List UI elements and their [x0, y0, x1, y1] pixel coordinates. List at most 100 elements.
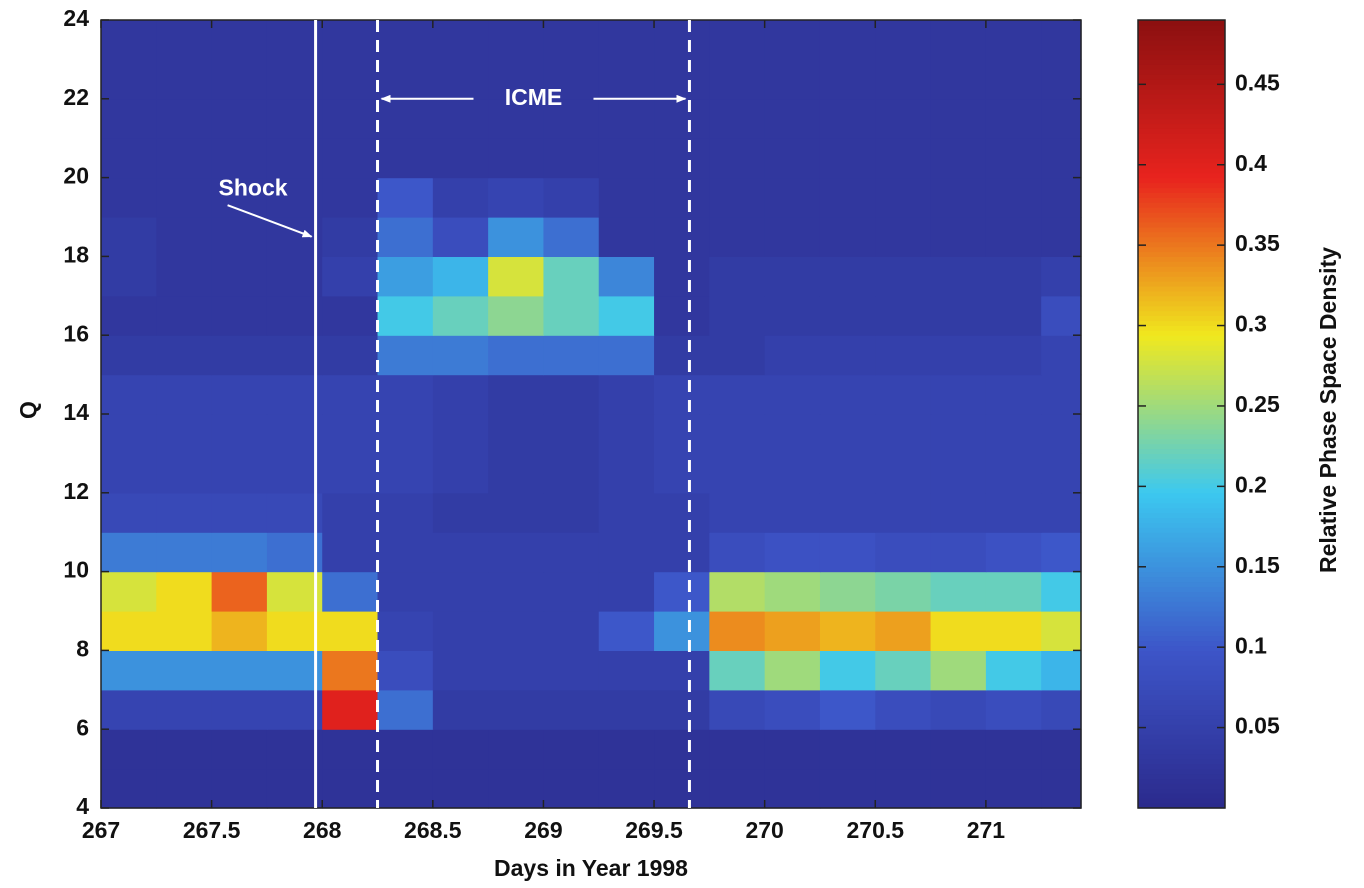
heatmap-cell: [709, 571, 766, 612]
heatmap-cell: [101, 138, 157, 179]
heatmap-cell: [709, 59, 766, 100]
heatmap-cell: [432, 177, 489, 218]
heatmap-cell: [156, 571, 213, 612]
colorbar-tick-label: 0.1: [1235, 632, 1267, 658]
heatmap-cell: [322, 256, 379, 297]
heatmap-cell: [819, 532, 876, 573]
colorbar-strip: [1138, 556, 1225, 563]
heatmap-cell: [654, 650, 710, 691]
heatmap-cell: [377, 571, 434, 612]
colorbar-tick-label: 0.3: [1235, 311, 1267, 337]
heatmap-cell: [875, 98, 932, 139]
heatmap-cell: [1041, 295, 1082, 336]
colorbar-strip: [1138, 251, 1225, 257]
heatmap-cell: [985, 59, 1042, 100]
heatmap-cell: [432, 374, 489, 415]
heatmap-cell: [1041, 729, 1082, 770]
heatmap-cell: [156, 374, 213, 415]
colorbar-strip: [1138, 93, 1225, 100]
heatmap-cell: [322, 729, 379, 770]
heatmap-cell: [819, 650, 876, 691]
colorbar-strip: [1138, 20, 1225, 26]
heatmap-cell: [598, 532, 655, 573]
heatmap-cell: [156, 729, 213, 770]
heatmap-cell: [101, 414, 157, 454]
colorbar-strip: [1138, 143, 1225, 149]
heatmap-cell: [156, 414, 213, 454]
colorbar-strip: [1138, 409, 1225, 415]
heatmap-cell: [377, 689, 434, 730]
colorbar-strip: [1138, 611, 1225, 617]
heatmap-cell: [930, 20, 987, 60]
heatmap-cell: [101, 374, 157, 415]
colorbar-strip: [1138, 620, 1225, 627]
heatmap-cell: [377, 492, 434, 533]
colorbar-strip: [1138, 458, 1225, 464]
colorbar-strip: [1138, 29, 1225, 36]
heatmap-cell: [322, 20, 379, 60]
heatmap-cell: [1041, 768, 1082, 809]
heatmap-cell: [598, 256, 655, 297]
colorbar-strip: [1138, 98, 1225, 105]
heatmap-cell: [266, 453, 323, 494]
heatmap-cell: [654, 98, 710, 139]
heatmap-cell: [598, 374, 655, 415]
heatmap-cell: [1041, 138, 1082, 179]
colorbar-strip: [1138, 172, 1225, 179]
colorbar-strip: [1138, 763, 1225, 770]
y-tick-label: 22: [63, 84, 89, 110]
heatmap-cell: [322, 295, 379, 336]
heatmap-cell: [930, 689, 987, 730]
heatmap-cell: [654, 20, 710, 60]
heatmap-cell: [211, 532, 268, 573]
heatmap-cell: [432, 611, 489, 651]
heatmap-cell: [266, 98, 323, 139]
heatmap-cell: [101, 20, 157, 60]
colorbar-strip: [1138, 340, 1225, 346]
heatmap-cell: [322, 138, 379, 179]
colorbar-strip: [1138, 596, 1225, 602]
heatmap-cell: [875, 611, 932, 651]
colorbar-strip: [1138, 34, 1225, 41]
colorbar-strip: [1138, 69, 1225, 75]
heatmap-cell: [101, 295, 157, 336]
y-tick-label: 10: [63, 557, 89, 583]
heatmap-cell: [432, 98, 489, 139]
heatmap-cell: [543, 59, 600, 100]
heatmap-cell: [211, 138, 268, 179]
colorbar-strip: [1138, 561, 1225, 568]
heatmap-cell: [211, 571, 268, 612]
heatmap-cell: [819, 20, 876, 60]
heatmap-cell: [764, 98, 821, 139]
heatmap-cell: [985, 335, 1042, 376]
heatmap-cell: [985, 492, 1042, 533]
colorbar-strip: [1138, 743, 1225, 750]
colorbar-strip: [1138, 182, 1225, 189]
heatmap-cell: [488, 217, 545, 257]
heatmap-cell: [985, 532, 1042, 573]
heatmap-cell: [764, 335, 821, 376]
colorbar-strip: [1138, 482, 1225, 489]
colorbar-strip: [1138, 527, 1225, 533]
colorbar-strip: [1138, 310, 1225, 317]
heatmap-cell: [488, 532, 545, 573]
heatmap-cell: [101, 256, 157, 297]
heatmap-cell: [377, 729, 434, 770]
heatmap-cell: [156, 335, 213, 376]
heatmap-cell: [377, 453, 434, 494]
heatmap-cell: [488, 295, 545, 336]
colorbar-strip: [1138, 601, 1225, 607]
heatmap-cell: [377, 374, 434, 415]
heatmap-cell: [377, 59, 434, 100]
colorbar-strip: [1138, 748, 1225, 755]
heatmap-cell: [930, 571, 987, 612]
heatmap-cell: [432, 768, 489, 809]
colorbar-strip: [1138, 241, 1225, 248]
heatmap-cell: [543, 335, 600, 376]
colorbar-strip: [1138, 689, 1225, 696]
heatmap-cell: [101, 768, 157, 809]
heatmap-cell: [488, 689, 545, 730]
heatmap-cell: [432, 256, 489, 297]
colorbar-strip: [1138, 650, 1225, 656]
